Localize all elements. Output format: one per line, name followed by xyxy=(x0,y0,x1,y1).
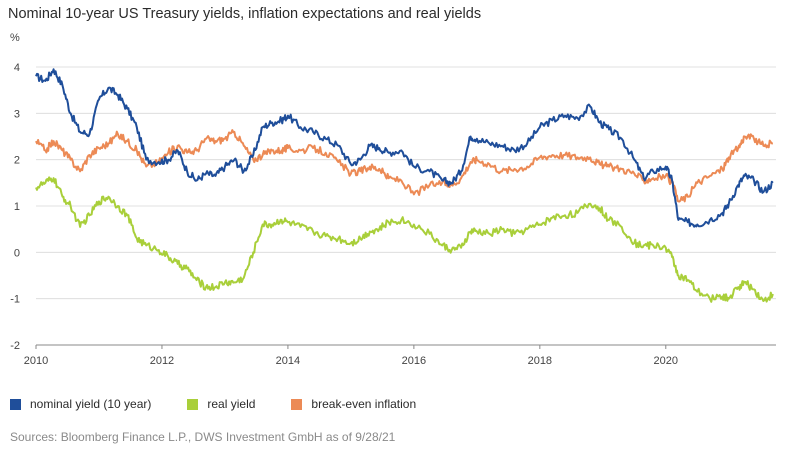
x-tick-label: 2014 xyxy=(276,355,300,367)
y-tick-label: 1 xyxy=(14,201,20,213)
x-tick-label: 2018 xyxy=(528,355,552,367)
y-axis-unit-label: % xyxy=(10,32,20,44)
y-tick-label: -1 xyxy=(10,294,20,306)
grid-lines xyxy=(36,66,776,346)
y-tick-label: 2 xyxy=(14,155,20,167)
series-line-nominal xyxy=(35,68,774,228)
x-tick-label: 2016 xyxy=(402,355,426,367)
y-tick-label: -2 xyxy=(10,340,20,352)
x-axis-ticks: 2010 2012 2014 2016 2018 2020 xyxy=(24,345,678,367)
legend-item-nominal: nominal yield (10 year) xyxy=(10,397,151,411)
legend-swatch-real xyxy=(187,398,199,410)
legend-swatch-nominal xyxy=(10,398,21,410)
series-line-breakeven xyxy=(35,129,773,203)
chart-title: Nominal 10-year US Treasury yields, infl… xyxy=(8,6,482,22)
y-tick-label: 3 xyxy=(14,108,20,120)
legend-item-real: real yield xyxy=(187,397,255,411)
legend-swatch-breakeven xyxy=(291,398,303,410)
legend-label-breakeven: break-even inflation xyxy=(311,397,417,411)
legend-label-real: real yield xyxy=(207,397,256,411)
x-tick-label: 2012 xyxy=(150,355,174,367)
legend-item-breakeven: break-even inflation xyxy=(291,397,416,411)
y-tick-label: 0 xyxy=(14,247,20,259)
x-tick-label: 2020 xyxy=(654,355,678,367)
legend-label-nominal: nominal yield (10 year) xyxy=(30,397,152,411)
y-tick-label: 4 xyxy=(14,62,20,74)
series-line-real xyxy=(35,176,774,303)
source-note: Sources: Bloomberg Finance L.P., DWS Inv… xyxy=(10,430,396,444)
x-tick-label: 2010 xyxy=(24,355,48,367)
legend: nominal yield (10 year) real yield break… xyxy=(10,397,452,411)
y-axis-ticks: -2 -1 0 1 2 3 4 xyxy=(10,62,20,352)
series-lines xyxy=(35,68,774,303)
